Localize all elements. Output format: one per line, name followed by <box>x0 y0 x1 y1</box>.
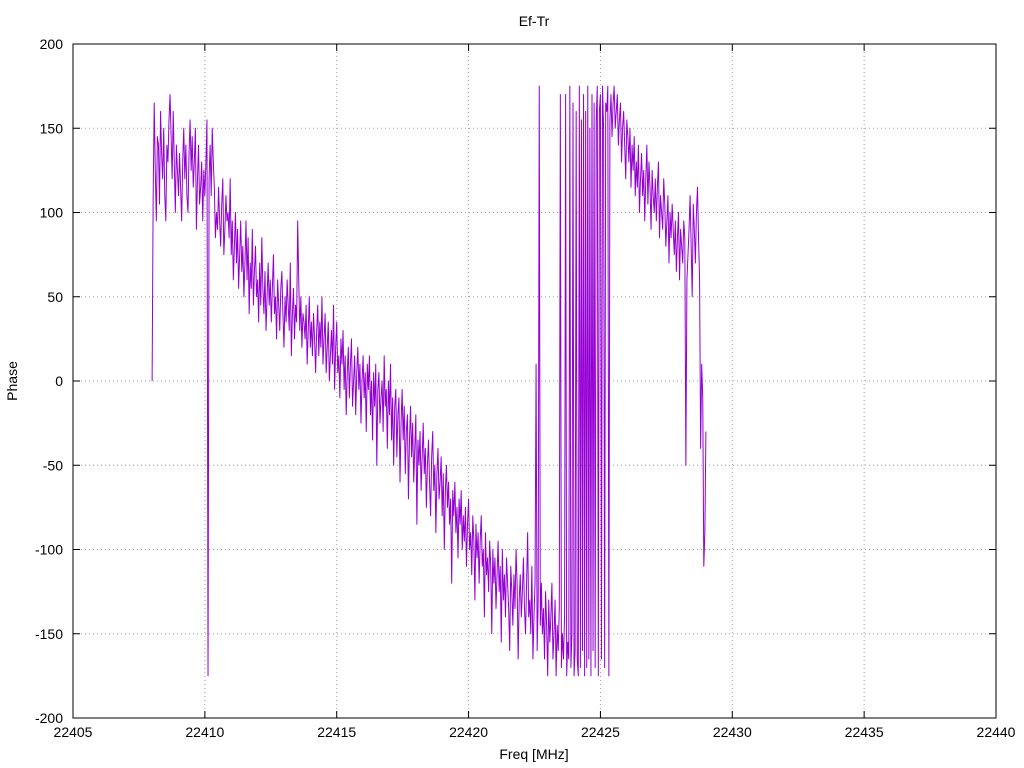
x-tick-label: 22410 <box>185 724 224 740</box>
y-tick-label: 200 <box>40 36 64 52</box>
x-axis-label: Freq [MHz] <box>499 746 568 762</box>
y-tick-label: 0 <box>55 373 63 389</box>
x-tick-label: 22440 <box>977 724 1016 740</box>
x-tick-label: 22435 <box>845 724 884 740</box>
data-series <box>151 85 707 677</box>
chart-title: Ef-Tr <box>519 13 550 29</box>
x-tick-label: 22405 <box>54 724 93 740</box>
y-tick-label: 150 <box>40 120 64 136</box>
y-tick-label: -50 <box>43 457 63 473</box>
y-tick-label: -100 <box>35 542 63 558</box>
x-tick-label: 22425 <box>581 724 620 740</box>
x-tick-label: 22420 <box>449 724 488 740</box>
y-axis-label: Phase <box>4 361 20 401</box>
plot-frame <box>72 43 997 719</box>
x-tick-label: 22415 <box>317 724 356 740</box>
y-tick-label: 50 <box>47 289 63 305</box>
tick-labels: 22405 22410 22415 22420 22425 22430 22435 22440… <box>35 36 1016 740</box>
y-tick-label: 100 <box>40 205 64 221</box>
x-tick-label: 22430 <box>713 724 752 740</box>
y-tick-label: -150 <box>35 626 63 642</box>
phase-series-line <box>151 85 707 677</box>
y-tick-label: -200 <box>35 710 63 726</box>
